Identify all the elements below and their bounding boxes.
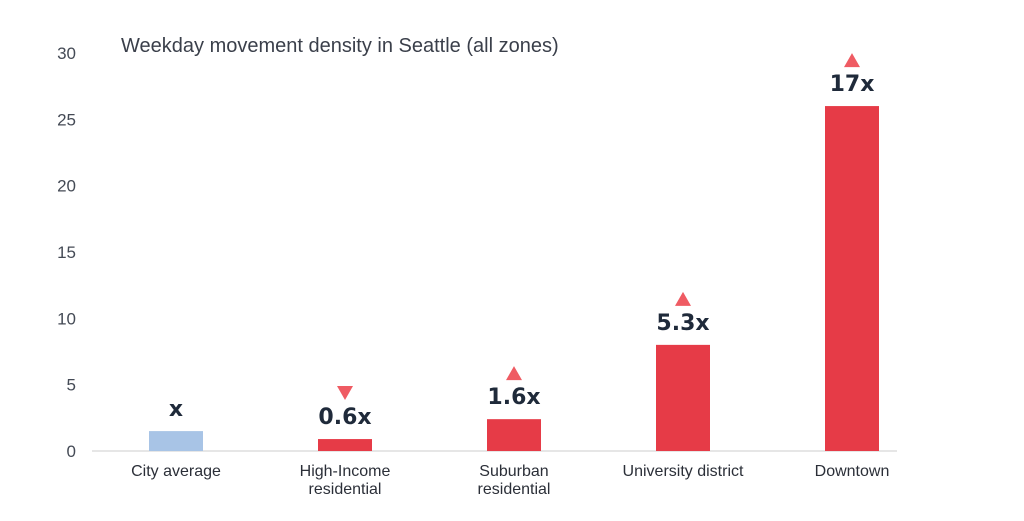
chart-title: Weekday movement density in Seattle (all… <box>121 35 559 57</box>
up-arrow-icon <box>675 291 691 306</box>
bar <box>487 419 541 451</box>
y-tick-label: 15 <box>57 243 76 262</box>
bar <box>149 431 203 451</box>
y-tick-label: 0 <box>67 442 76 461</box>
y-tick-label: 20 <box>57 177 76 196</box>
bar <box>656 344 710 451</box>
category-labels: City average High-Income residentialSuburb… <box>131 463 889 498</box>
bars: x 0.6x 1.6x 5.3x 17x <box>149 53 879 452</box>
x-tick-label: Suburban residential <box>478 463 551 498</box>
x-tick-label: City average <box>131 463 221 480</box>
x-tick-label-line: University district <box>623 463 744 480</box>
y-axis: 0 5 10 15 20 25 30 <box>57 44 76 461</box>
x-tick-label-line: High-Income <box>300 463 391 480</box>
data-label: 1.6x <box>487 385 540 410</box>
y-tick-label: 25 <box>57 110 76 129</box>
y-tick-label: 30 <box>57 44 76 63</box>
y-tick-label: 10 <box>57 309 76 328</box>
x-tick-label: Downtown <box>815 463 890 480</box>
y-tick-label: 5 <box>67 376 76 395</box>
x-tick-label-line: City average <box>131 463 221 480</box>
x-tick-label: High-Income residential <box>300 463 391 498</box>
bar <box>318 439 372 451</box>
x-tick-label-line: residential <box>478 481 551 498</box>
up-arrow-icon <box>506 366 522 381</box>
data-label: x <box>169 397 183 422</box>
x-tick-label-line: residential <box>309 481 382 498</box>
data-label: 17x <box>830 72 875 97</box>
data-label: 0.6x <box>318 405 371 430</box>
x-tick-label: University district <box>623 463 744 480</box>
data-label: 5.3x <box>656 311 709 336</box>
x-tick-label-line: Downtown <box>815 463 890 480</box>
bar <box>825 106 879 452</box>
down-arrow-icon <box>337 386 353 401</box>
up-arrow-icon <box>844 53 860 68</box>
x-tick-label-line: Suburban <box>479 463 548 480</box>
